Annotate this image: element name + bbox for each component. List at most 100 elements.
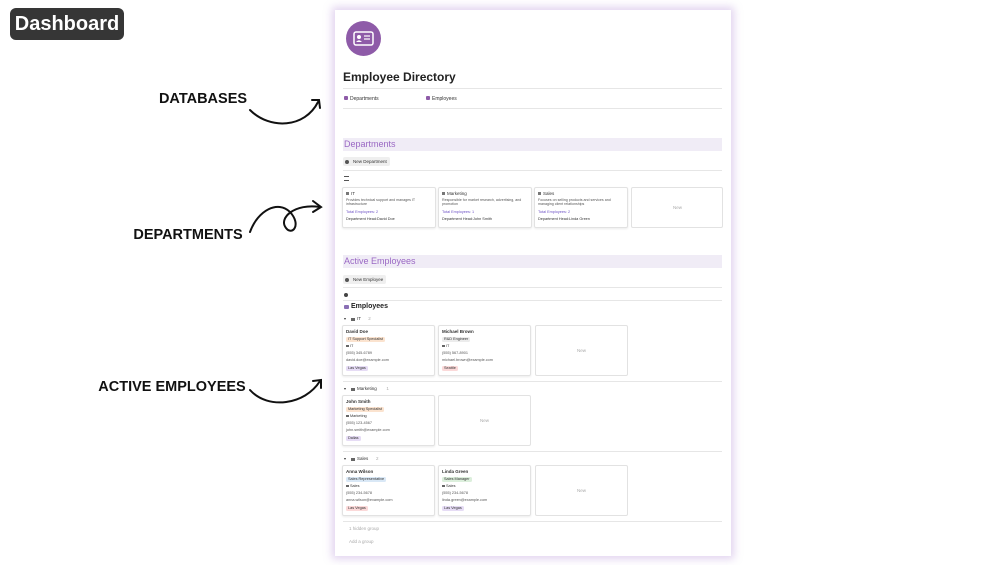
role-tag: R&D Engineer bbox=[442, 336, 471, 342]
employee-phone: (555) 123-4567 bbox=[346, 420, 372, 425]
location-tag: Las Vegas bbox=[346, 505, 368, 511]
divider bbox=[343, 300, 722, 301]
employee-card[interactable]: Linda Green Sales Manager Sales (555) 234-5… bbox=[438, 465, 531, 516]
employee-dept: Sales bbox=[446, 483, 456, 488]
employee-phone: (555) 567-8901 bbox=[442, 350, 468, 355]
button[interactable]: New Employee bbox=[343, 275, 387, 284]
new-label: New bbox=[480, 418, 490, 423]
employee-email: michael.brown@example.com bbox=[442, 357, 493, 362]
employee-card[interactable]: Michael Brown R&D Engineer IT (555) 567-890… bbox=[438, 325, 531, 376]
arrow-head bbox=[312, 378, 322, 389]
link[interactable]: Employees bbox=[432, 95, 457, 102]
employee-card[interactable]: David Doe IT Support Specialist IT (555) 34… bbox=[342, 325, 435, 376]
employee-phone: (555) 345-6789 bbox=[346, 350, 372, 355]
annotation: DATABASES bbox=[158, 91, 248, 107]
employee-email: linda.green@example.com bbox=[442, 497, 488, 502]
dept-icon bbox=[442, 344, 445, 347]
group-name[interactable]: IT bbox=[357, 316, 361, 321]
card-head: Linda Green bbox=[569, 217, 590, 221]
hidden-groups[interactable]: 1 hidden group bbox=[349, 526, 380, 531]
role-tag: Sales Representative bbox=[346, 476, 387, 482]
divider bbox=[343, 381, 722, 382]
button[interactable]: New Department bbox=[343, 157, 390, 166]
arrows bbox=[249, 99, 323, 404]
group-icon bbox=[351, 317, 355, 321]
divider bbox=[343, 521, 722, 522]
card-title: IT bbox=[351, 190, 355, 196]
group-icon bbox=[351, 457, 355, 461]
button-icon bbox=[345, 159, 349, 164]
employee-email: david.doe@example.com bbox=[346, 357, 389, 362]
add-group[interactable]: Add a group bbox=[349, 539, 374, 544]
button-icon bbox=[345, 277, 349, 282]
section-heading: Departments bbox=[343, 138, 722, 151]
employee-name: Linda Green bbox=[442, 469, 469, 474]
dept-icon bbox=[442, 484, 445, 487]
group-icon bbox=[351, 387, 355, 391]
employee-card[interactable]: Anna Wilson Sales Representative Sales (555… bbox=[342, 465, 435, 516]
employee-name: John Smith bbox=[346, 399, 371, 404]
card-icon bbox=[346, 192, 349, 195]
divider bbox=[343, 88, 722, 89]
location-tag: Las Vegas bbox=[346, 365, 368, 371]
card-icon bbox=[538, 192, 541, 195]
badge: Dashboard bbox=[10, 8, 124, 40]
group-name[interactable]: Sales bbox=[357, 456, 369, 461]
card-title: Sales bbox=[543, 190, 555, 196]
view-icon bbox=[344, 176, 349, 181]
employee-name: Michael Brown bbox=[442, 329, 474, 334]
card-head-label: Department Head: bbox=[442, 217, 474, 221]
role-tag: IT Support Specialist bbox=[346, 336, 385, 342]
employee-dept: Marketing bbox=[350, 413, 367, 418]
employee-dept: IT bbox=[350, 343, 354, 348]
group-name[interactable]: Marketing bbox=[357, 386, 377, 391]
group-count: 2 bbox=[368, 316, 371, 321]
section-heading: Active Employees bbox=[343, 255, 722, 268]
card-title: Marketing bbox=[447, 190, 467, 196]
new-card[interactable]: New bbox=[535, 325, 628, 376]
arrow-head bbox=[312, 200, 323, 213]
group-count: 2 bbox=[376, 456, 379, 461]
employee-name: David Doe bbox=[346, 329, 369, 334]
department-card[interactable]: Marketing Responsible for market research… bbox=[438, 187, 532, 228]
new-label: New bbox=[577, 488, 587, 493]
group-caret bbox=[344, 388, 346, 390]
role-tag: Sales Manager bbox=[442, 476, 472, 482]
page-icon bbox=[346, 21, 381, 56]
divider bbox=[343, 108, 722, 109]
group-caret bbox=[344, 318, 346, 320]
divider bbox=[343, 451, 722, 452]
dept-icon bbox=[346, 344, 349, 347]
new-card[interactable]: New bbox=[631, 187, 723, 228]
location-tag: Dallas bbox=[346, 435, 361, 441]
annotation: ACTIVE EMPLOYEES bbox=[98, 379, 246, 395]
link-icon bbox=[426, 96, 430, 100]
divider bbox=[343, 170, 722, 171]
annotation: DEPARTMENTS bbox=[133, 227, 243, 243]
arrow bbox=[249, 380, 321, 404]
view-title: Employees bbox=[351, 303, 388, 310]
department-card[interactable]: Sales Focuses on selling products and ser… bbox=[534, 187, 628, 228]
card-icon bbox=[442, 192, 445, 195]
link[interactable]: Departments bbox=[350, 95, 379, 102]
group-count: 1 bbox=[386, 386, 389, 391]
new-card[interactable]: New bbox=[438, 395, 531, 446]
arrow bbox=[249, 205, 321, 233]
card-description: Responsible for market research, adverti… bbox=[442, 198, 522, 207]
employee-dept: IT bbox=[446, 343, 450, 348]
card-description: Focuses on selling products and services… bbox=[538, 198, 611, 207]
page-title: Employee Directory bbox=[343, 70, 456, 84]
employee-card[interactable]: John Smith Marketing Specialist Marketing (… bbox=[342, 395, 435, 446]
link-icon bbox=[344, 96, 348, 100]
card-head-label: Department Head: bbox=[538, 217, 570, 221]
card-head: David Doe bbox=[377, 217, 395, 221]
group-caret bbox=[344, 458, 346, 460]
new-card[interactable]: New bbox=[535, 465, 628, 516]
arrow bbox=[249, 101, 319, 125]
view-icon bbox=[344, 293, 348, 297]
divider bbox=[343, 287, 722, 288]
card-total: Total Employees: 1 bbox=[442, 209, 475, 214]
card-total: Total Employees: 2 bbox=[346, 209, 379, 214]
department-card[interactable]: IT Provides technical support and manages… bbox=[342, 187, 436, 228]
